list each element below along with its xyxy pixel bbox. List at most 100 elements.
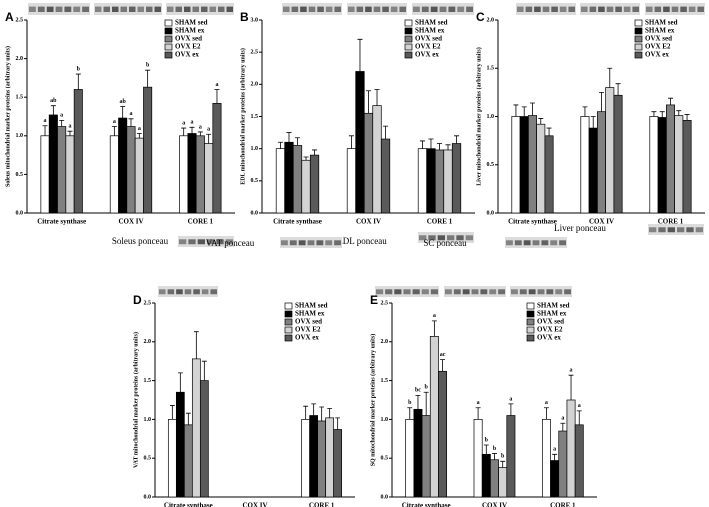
panel-letter: C	[476, 10, 485, 24]
legend-swatch	[284, 334, 293, 342]
blot-band	[413, 6, 420, 12]
significance-letter: a	[570, 368, 573, 374]
error-bar	[67, 130, 73, 136]
bar	[519, 116, 529, 214]
legend-swatch	[164, 51, 173, 59]
legend-swatch	[164, 27, 173, 35]
error-bar	[428, 138, 434, 149]
blot-band	[448, 6, 456, 12]
blot-band	[525, 6, 533, 12]
legend-label: SHAM sed	[415, 19, 448, 27]
blot-band	[428, 235, 436, 241]
error-bar	[59, 119, 65, 127]
blot-band	[289, 240, 297, 246]
blot-band	[37, 6, 45, 12]
blot-band	[73, 6, 81, 12]
y-tick-label: 1.0	[251, 146, 259, 152]
error-bar	[582, 106, 588, 117]
y-tick-label: 0.0	[144, 494, 152, 500]
blot-band	[542, 6, 550, 12]
legend-label: OVX sed	[175, 35, 202, 43]
bar	[179, 135, 189, 214]
y-tick-label: 1.0	[487, 114, 495, 120]
x-tick-label: COX IV	[356, 218, 381, 226]
legend-label: SHAM sed	[295, 302, 328, 310]
legend-label: OVX ex	[415, 51, 439, 59]
x-tick-label: COX IV	[482, 502, 507, 507]
blot-band	[179, 239, 187, 245]
error-bar	[599, 91, 604, 112]
legend-swatch	[284, 310, 293, 318]
blot-band	[82, 6, 89, 12]
blot-band	[317, 6, 324, 12]
x-tick-label: Citrate synthase	[164, 502, 213, 507]
legend-label: OVX E2	[537, 326, 563, 334]
y-axis-label: EDL mitochondrial marker proteins (arbit…	[239, 48, 246, 185]
blot-band	[55, 6, 63, 12]
error-bar	[214, 89, 220, 104]
blot-band	[103, 6, 110, 12]
bar	[536, 123, 546, 214]
significance-letter: a	[545, 400, 548, 406]
legend-label: SHAM sed	[537, 302, 570, 310]
blot-band	[146, 6, 153, 12]
error-bar	[177, 372, 183, 393]
bar	[195, 135, 205, 214]
error-bar	[303, 405, 309, 420]
blot-band	[511, 289, 518, 295]
blot-band	[419, 235, 427, 241]
bar	[405, 419, 415, 498]
legend-label: OVX sed	[537, 318, 564, 326]
y-tick-label: 2.0	[381, 339, 389, 345]
y-tick-label: 0.5	[251, 178, 259, 184]
legend-label: SHAM ex	[415, 27, 445, 35]
legend-swatch	[284, 318, 293, 326]
legend-swatch	[526, 326, 535, 334]
blot-band	[658, 227, 666, 233]
blot-band	[201, 289, 209, 295]
bar	[167, 419, 177, 498]
legend-label: OVX ex	[175, 51, 199, 59]
legend-swatch	[404, 35, 413, 43]
error-bar	[684, 114, 690, 121]
blot-band	[568, 6, 575, 12]
y-tick-label: 1.0	[381, 417, 389, 423]
blot-band	[646, 6, 653, 12]
blot-band	[462, 289, 470, 295]
blot-band	[471, 289, 479, 295]
blot-band	[348, 6, 355, 12]
blot-band	[632, 6, 639, 12]
blot-band	[334, 240, 341, 246]
blot-band	[281, 240, 288, 246]
error-bar	[311, 149, 318, 156]
blot-band	[365, 6, 372, 12]
x-tick-label: COX IV	[118, 218, 143, 226]
panel-letter: E	[370, 293, 378, 307]
error-bar	[193, 331, 199, 359]
error-bar	[560, 422, 566, 432]
blot-band	[201, 6, 208, 12]
blot-band	[437, 235, 445, 241]
ponceau-label: SC ponceau	[423, 238, 467, 248]
y-tick-label: 1.0	[144, 417, 152, 423]
significance-letter: b	[501, 454, 505, 460]
error-bar	[357, 38, 363, 72]
blot-band	[175, 6, 182, 12]
bar	[580, 116, 590, 214]
bar	[143, 86, 153, 214]
bar	[134, 137, 144, 214]
error-bar	[431, 320, 437, 337]
bar	[126, 126, 136, 214]
blot-band	[523, 240, 531, 246]
y-tick-label: 0.0	[16, 210, 24, 216]
legend-label: OVX E2	[175, 43, 201, 51]
blot-band	[112, 6, 119, 12]
significance-letter: a	[215, 82, 218, 88]
bar	[309, 415, 319, 498]
legend-label: SHAM sed	[645, 19, 678, 27]
legend-swatch	[404, 27, 413, 35]
blot-band	[447, 235, 455, 241]
error-bar	[327, 408, 333, 418]
significance-letter: a	[113, 119, 116, 125]
